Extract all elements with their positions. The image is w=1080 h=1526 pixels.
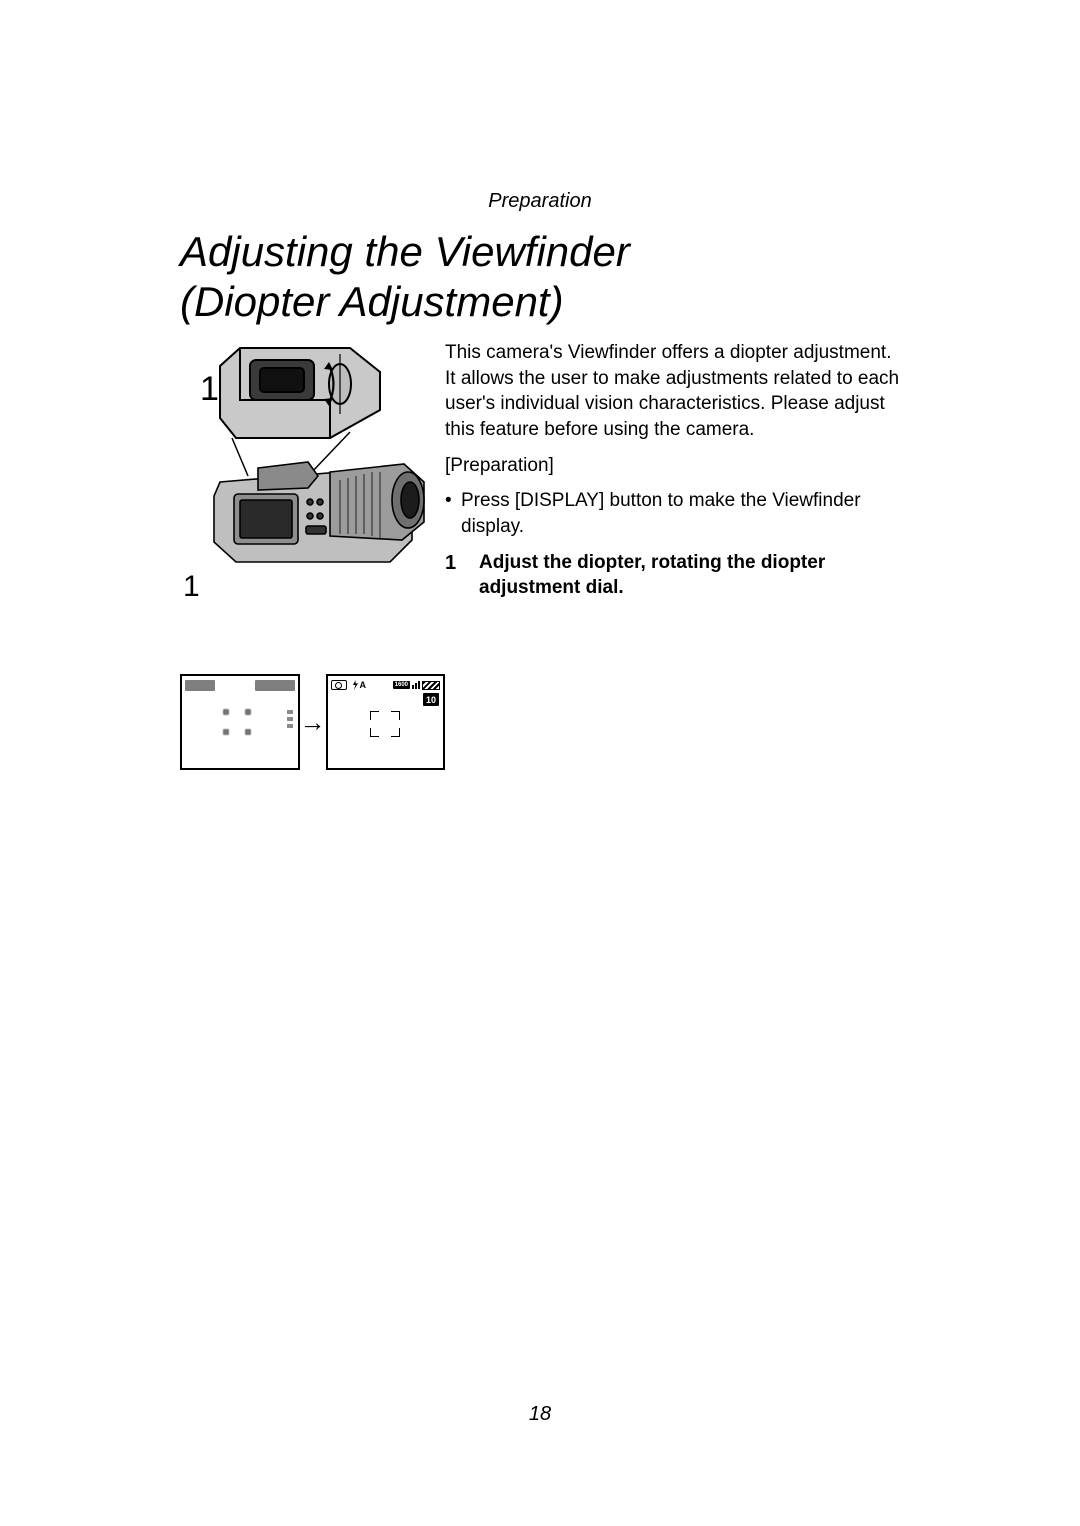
lcd-before [180,674,300,770]
content-row: 1 [180,340,900,770]
manual-page: Preparation Adjusting the Viewfinder (Di… [0,0,1080,1526]
camera-mode-icon [331,680,347,690]
title-line-2: (Diopter Adjustment) [180,278,564,325]
preparation-label: [Preparation] [445,453,900,479]
battery-stripes-icon [422,681,440,690]
page-title: Adjusting the Viewfinder (Diopter Adjust… [180,227,900,326]
step-number: 1 [445,550,479,601]
side-indicator-icon [286,710,294,737]
flash-auto-icon: A [352,680,367,690]
step-text: Adjust the diopter, rotating the diopter… [479,550,900,601]
intro-paragraph: This camera's Viewfinder offers a diopte… [445,340,900,443]
page-number: 18 [0,1403,1080,1426]
preparation-bullet: • Press [DISPLAY] button to make the Vie… [445,488,900,539]
lcd-comparison: 1 [180,570,445,770]
remaining-count-badge: 10 [423,693,439,706]
section-label: Preparation [180,190,900,213]
quality-bars-icon [412,681,420,689]
preparation-bullet-text: Press [DISPLAY] button to make the Viewf… [461,488,900,539]
camera-diopter-illustration: 1 [180,340,435,570]
step-1: 1 Adjust the diopter, rotating the diopt… [445,550,900,601]
image-size-badge: 1600 [393,681,410,689]
illustration-column: 1 [180,340,445,770]
text-column: This camera's Viewfinder offers a diopte… [445,340,900,601]
lcd-step-number: 1 [183,570,445,604]
arrow-right-icon: → [300,707,326,738]
title-line-1: Adjusting the Viewfinder [180,228,630,275]
lcd-after: A 1600 10 [326,674,446,770]
focus-brackets-icon [370,711,400,737]
bullet-icon: • [445,488,461,539]
illustration-callout-number: 1 [200,370,219,408]
focus-brackets-blurred-icon [223,709,257,739]
